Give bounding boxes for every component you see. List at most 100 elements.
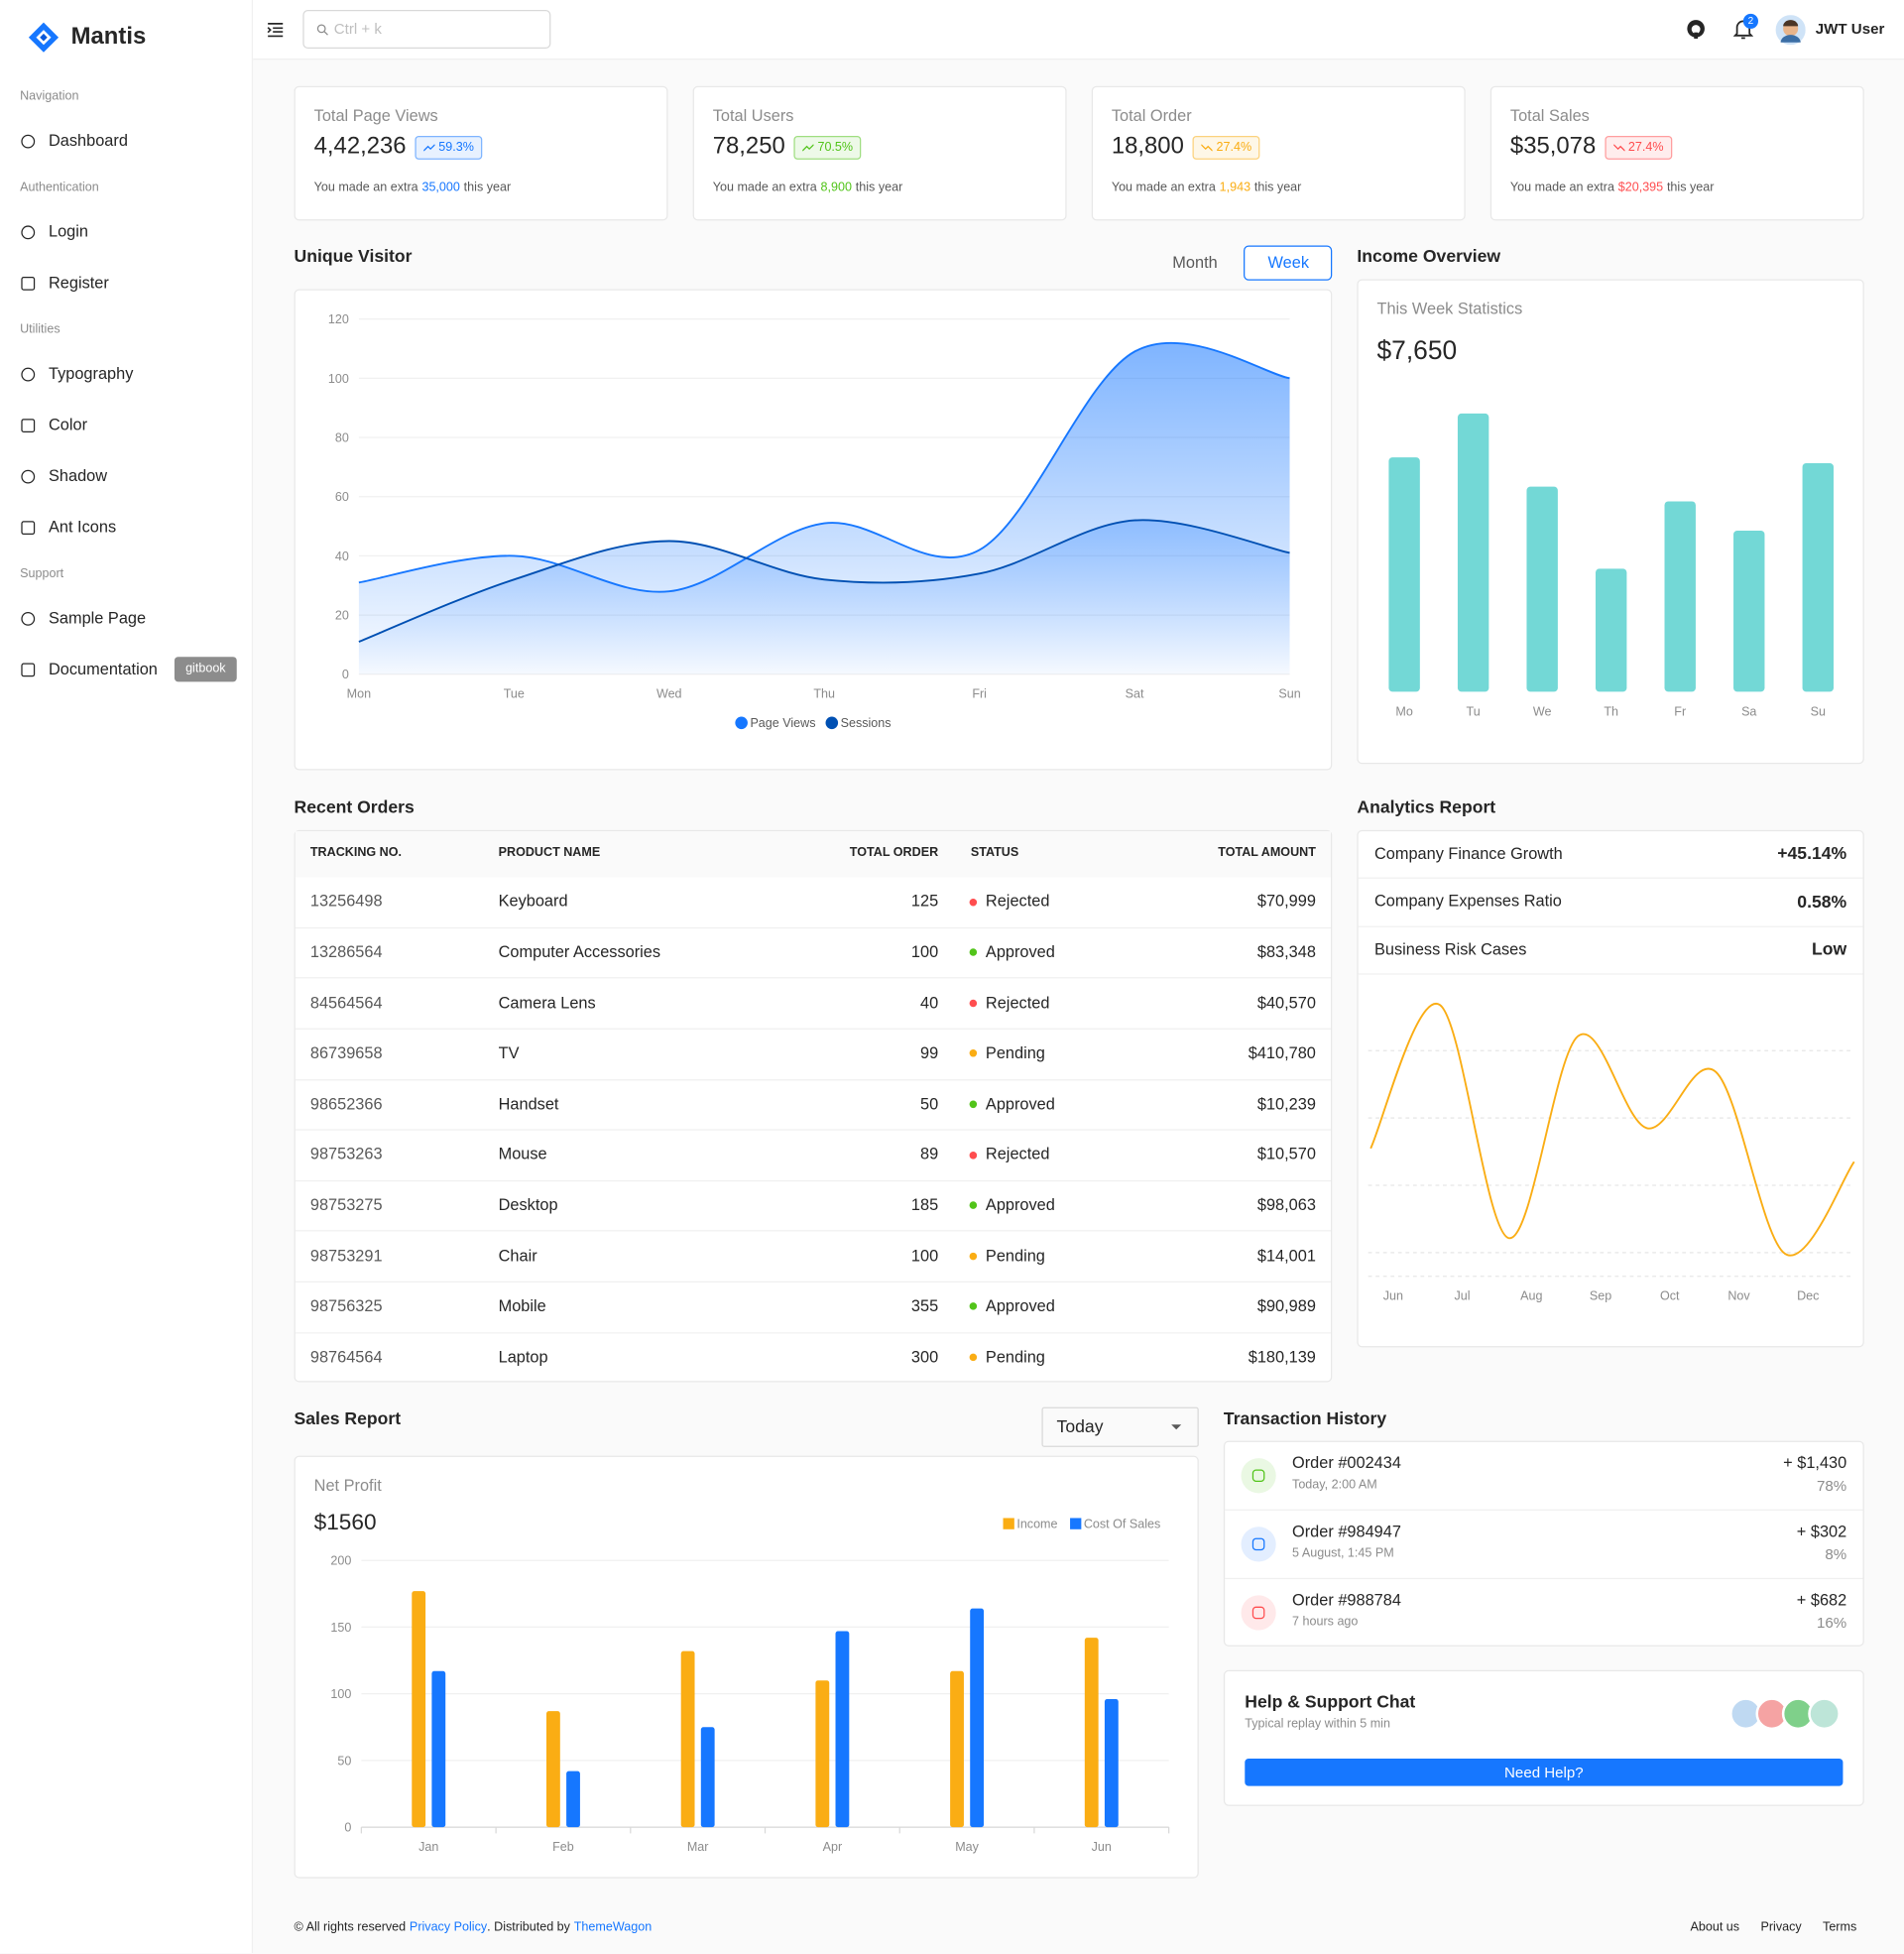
column-header: TRACKING NO. (309, 846, 403, 861)
nav-icon (21, 663, 36, 677)
metric-name[interactable]: Company Expenses Ratio (1373, 891, 1562, 911)
footer-left: © All rights reserved Privacy Policy. Dis… (295, 1920, 917, 1938)
tracking-no[interactable]: 98753263 (309, 1144, 383, 1163)
stat-value: 4,42,236 (313, 133, 407, 160)
menu-toggle[interactable] (267, 21, 285, 39)
transaction-icon (1251, 1469, 1265, 1483)
nav-item[interactable]: Documentation (49, 659, 158, 678)
period-select[interactable] (1041, 1406, 1199, 1447)
stat-title: Total Users (712, 105, 794, 125)
tracking-no[interactable]: 13256498 (309, 891, 383, 911)
product-name: Handset (498, 1093, 559, 1113)
sales-total: $1560 (313, 1510, 377, 1535)
order-amount: + $682 (1796, 1590, 1847, 1610)
nav-item[interactable]: Login (49, 221, 88, 241)
footer-link[interactable]: Privacy Policy (409, 1920, 488, 1935)
order-percent: 16% (1817, 1613, 1847, 1632)
stat-note-end: this year (1253, 181, 1302, 195)
nav-item[interactable]: Register (49, 273, 109, 292)
tracking-no[interactable]: 13286564 (309, 941, 383, 961)
metric-name[interactable]: Company Finance Growth (1373, 843, 1563, 863)
nav-item[interactable]: Sample Page (49, 608, 147, 627)
status-dot (969, 1100, 978, 1108)
nav-group-label: Support (20, 566, 64, 581)
stat-extra: 35,000 (421, 181, 460, 195)
toggle-active[interactable] (1244, 245, 1333, 281)
total-amount: $70,999 (1256, 891, 1316, 911)
support-avatar (1808, 1697, 1841, 1731)
toggle-button[interactable]: Week (1267, 252, 1310, 272)
order-id[interactable]: Order #002434 (1292, 1452, 1401, 1472)
total-amount: $14,001 (1256, 1246, 1316, 1265)
status: Approved (985, 1093, 1055, 1113)
status-dot (969, 1201, 978, 1209)
status: Approved (985, 1296, 1055, 1315)
tracking-no[interactable]: 98756325 (309, 1296, 383, 1315)
column-header: TOTAL ORDER (849, 846, 939, 861)
help-button[interactable] (1245, 1758, 1844, 1786)
section-title: Sales Report (294, 1408, 402, 1429)
tracking-no[interactable]: 98753275 (309, 1195, 383, 1214)
tracking-no[interactable]: 98764564 (309, 1347, 383, 1366)
section-title: Recent Orders (294, 796, 415, 817)
nav-icon (21, 225, 36, 240)
stat-change: 27.4% (1605, 135, 1673, 160)
income-subtitle: This Week Statistics (1376, 299, 1523, 318)
footer-link[interactable]: Privacy (1760, 1920, 1802, 1935)
total-amount: $10,239 (1256, 1093, 1316, 1113)
chart-card (294, 289, 1333, 771)
nav-icon (21, 611, 36, 626)
nav-item[interactable]: Color (49, 415, 88, 434)
period-value[interactable]: Today (1056, 1415, 1104, 1436)
total-order: 89 (919, 1144, 939, 1163)
help-button-label[interactable]: Need Help? (1504, 1763, 1584, 1781)
order-percent: 78% (1817, 1476, 1847, 1495)
stat-title: Total Order (1111, 105, 1192, 125)
product-name: Chair (498, 1246, 537, 1265)
nav-icon (21, 521, 36, 536)
footer-link[interactable]: Terms (1823, 1920, 1857, 1935)
stat-change-value: 70.5% (817, 140, 854, 155)
stat-note: You made an extra 1,943 this year (1112, 181, 1461, 198)
user-name[interactable]: JWT User (1815, 19, 1885, 38)
badge: gitbook (185, 662, 226, 676)
product-name: Desktop (498, 1195, 558, 1214)
footer-text: . Distributed by (487, 1920, 570, 1935)
search-box[interactable] (302, 10, 551, 50)
order-amount: + $302 (1796, 1522, 1847, 1540)
sales-card (294, 1455, 1199, 1879)
row-divider (295, 1230, 1331, 1232)
status: Rejected (985, 992, 1050, 1012)
order-id[interactable]: Order #988784 (1292, 1590, 1401, 1610)
nav-item[interactable]: Dashboard (49, 130, 128, 150)
footer-link[interactable]: ThemeWagon (573, 1920, 653, 1935)
toggle-button[interactable]: Month (1172, 252, 1218, 272)
row-divider (1358, 973, 1863, 975)
footer-link[interactable]: About us (1690, 1920, 1740, 1935)
status-dot (969, 1353, 978, 1362)
transaction-icon-bg (1241, 1458, 1276, 1494)
stat-extra: 8,900 (820, 181, 853, 195)
nav-item[interactable]: Shadow (49, 465, 108, 485)
stat-value-row: 78,250 70.5% (713, 132, 1062, 162)
tracking-no[interactable]: 98753291 (309, 1246, 383, 1265)
tracking-no[interactable]: 84564564 (309, 992, 383, 1012)
metric-name[interactable]: Business Risk Cases (1373, 939, 1527, 959)
order-id[interactable]: Order #984947 (1292, 1522, 1401, 1540)
user-avatar[interactable] (1775, 15, 1806, 46)
tracking-no[interactable]: 98652366 (309, 1093, 383, 1113)
total-order: 99 (919, 1042, 939, 1062)
github-icon[interactable] (1686, 19, 1706, 39)
badge-bg (174, 657, 237, 682)
product-name: TV (498, 1042, 520, 1062)
sidebar (0, 0, 254, 1954)
stat-value: 78,250 (712, 133, 785, 160)
tracking-no[interactable]: 86739658 (309, 1042, 383, 1062)
nav-item[interactable]: Typography (49, 363, 134, 383)
stat-title: Total Page Views (313, 105, 438, 125)
stat-note-end: this year (855, 181, 903, 195)
nav-item[interactable]: Ant Icons (49, 517, 117, 537)
stat-note-end: this year (1666, 181, 1715, 195)
stat-card (1091, 85, 1466, 221)
